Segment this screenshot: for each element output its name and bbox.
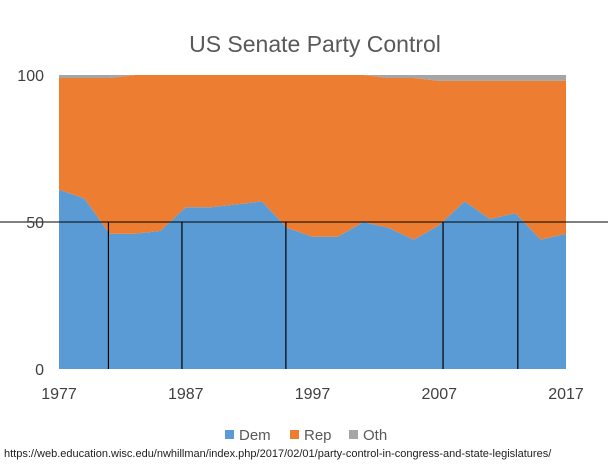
y-tick-label: 0 (35, 362, 44, 379)
y-tick-label: 100 (17, 68, 44, 85)
legend-swatch-dem (225, 430, 234, 439)
area-dem (59, 189, 566, 369)
x-tick-label: 2017 (548, 386, 584, 403)
area-rep (59, 75, 566, 240)
source-url: https://web.education.wisc.edu/nwhillman… (4, 448, 552, 460)
x-tick-label: 1987 (168, 386, 204, 403)
vertical-markers (107, 222, 519, 369)
y-tick-label: 50 (26, 215, 44, 232)
x-tick-label: 2007 (421, 386, 457, 403)
legend: Dem Rep Oth (225, 427, 387, 444)
plot-areas (59, 75, 566, 369)
legend-label-rep: Rep (304, 427, 332, 444)
x-tick-label: 1997 (295, 386, 331, 403)
y-tick-labels: 0 50 100 (17, 68, 44, 379)
legend-label-oth: Oth (363, 427, 387, 444)
legend-swatch-oth (349, 430, 358, 439)
x-tick-labels: 1977 1987 1997 2007 2017 (41, 386, 584, 403)
legend-label-dem: Dem (239, 427, 271, 444)
chart-title: US Senate Party Control (189, 31, 441, 57)
x-tick-label: 1977 (41, 386, 77, 403)
legend-swatch-rep (290, 430, 299, 439)
area-oth (59, 75, 566, 81)
